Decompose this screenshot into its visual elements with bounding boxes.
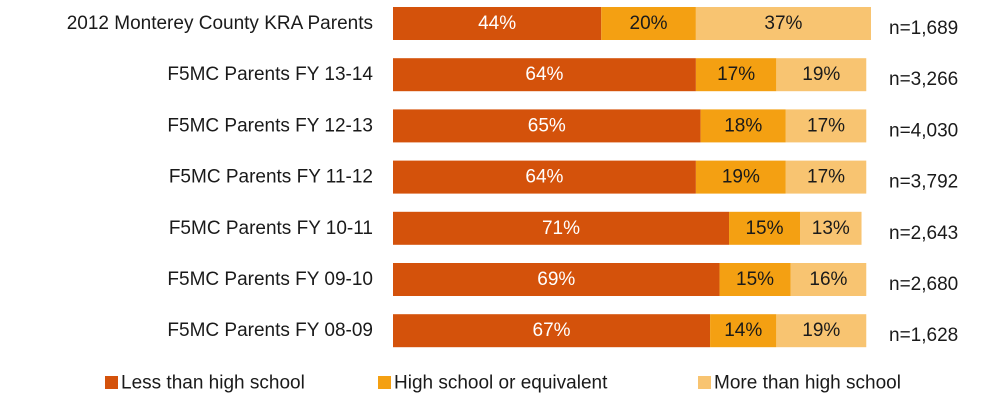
legend-swatch xyxy=(105,376,118,389)
legend-swatch xyxy=(378,376,391,389)
bar-segment xyxy=(393,314,711,348)
bar-segment xyxy=(719,263,791,296)
data-label: 19% xyxy=(802,320,840,341)
data-label: 15% xyxy=(736,269,774,290)
data-label: 64% xyxy=(525,167,563,188)
bar-segment xyxy=(785,160,867,194)
legend: Less than high school High school or equi… xyxy=(105,373,901,394)
category-labels: 2012 Monterey County KRA Parents F5MC Par… xyxy=(67,13,374,341)
category-label: F5MC Parents FY 11-12 xyxy=(169,167,373,188)
bar-segment xyxy=(393,160,696,194)
data-label: 64% xyxy=(525,64,563,85)
data-label: 16% xyxy=(809,269,847,290)
bar-segment xyxy=(790,263,867,296)
data-label: 20% xyxy=(630,13,668,34)
data-label: 65% xyxy=(528,115,566,136)
bar-segment xyxy=(776,314,867,348)
data-label: 37% xyxy=(764,13,802,34)
data-label: 14% xyxy=(724,320,762,341)
data-label: 19% xyxy=(722,167,760,188)
bar-segment xyxy=(393,109,701,143)
bar-segment xyxy=(393,263,720,296)
data-label: 17% xyxy=(717,64,755,85)
bar-segment xyxy=(785,109,867,143)
bar-segment xyxy=(710,314,777,348)
bars: 44% 20% 37% 64% 17% 19% 65% 18% 17% 64% 19% 17% 71% 1… xyxy=(393,7,871,348)
sample-size-label: n=2,643 xyxy=(889,223,958,244)
data-label: 69% xyxy=(537,269,575,290)
legend-label: More than high school xyxy=(714,373,901,394)
data-label: 18% xyxy=(724,115,762,136)
sample-size-label: n=2,680 xyxy=(889,274,958,295)
data-label: 13% xyxy=(812,218,850,239)
bar-segment xyxy=(393,7,602,40)
sample-size-label: n=1,689 xyxy=(889,18,958,39)
category-label: F5MC Parents FY 12-13 xyxy=(167,115,373,136)
bar-segment xyxy=(393,211,730,245)
bar-segment xyxy=(800,211,862,245)
legend-label: Less than high school xyxy=(121,373,305,394)
data-label: 17% xyxy=(807,167,845,188)
sample-size-label: n=1,628 xyxy=(889,325,958,346)
category-label: F5MC Parents FY 13-14 xyxy=(167,64,373,85)
sample-size-labels: n=1,689 n=3,266 n=4,030 n=3,792 n=2,643 n=2,6… xyxy=(889,18,958,346)
bar-segment xyxy=(700,109,786,143)
category-label: F5MC Parents FY 10-11 xyxy=(169,218,373,239)
bar-segment xyxy=(393,58,696,92)
data-label: 44% xyxy=(478,13,516,34)
data-label: 67% xyxy=(533,320,571,341)
category-label: F5MC Parents FY 08-09 xyxy=(167,320,373,341)
legend-label: High school or equivalent xyxy=(394,373,608,394)
sample-size-label: n=4,030 xyxy=(889,120,958,141)
sample-size-label: n=3,266 xyxy=(889,69,958,90)
data-label: 71% xyxy=(542,218,580,239)
bar-segment xyxy=(776,58,867,92)
bar-segment xyxy=(601,7,696,40)
bar-segment xyxy=(695,58,777,92)
bar-segment xyxy=(729,211,801,245)
bar-segment xyxy=(695,7,871,40)
data-label: 17% xyxy=(807,115,845,136)
data-label: 19% xyxy=(802,64,840,85)
sample-size-label: n=3,792 xyxy=(889,172,958,193)
bar-segment xyxy=(695,160,786,194)
data-label: 15% xyxy=(745,218,783,239)
legend-swatch xyxy=(698,376,711,389)
category-label: 2012 Monterey County KRA Parents xyxy=(67,13,373,34)
category-label: F5MC Parents FY 09-10 xyxy=(167,269,373,290)
